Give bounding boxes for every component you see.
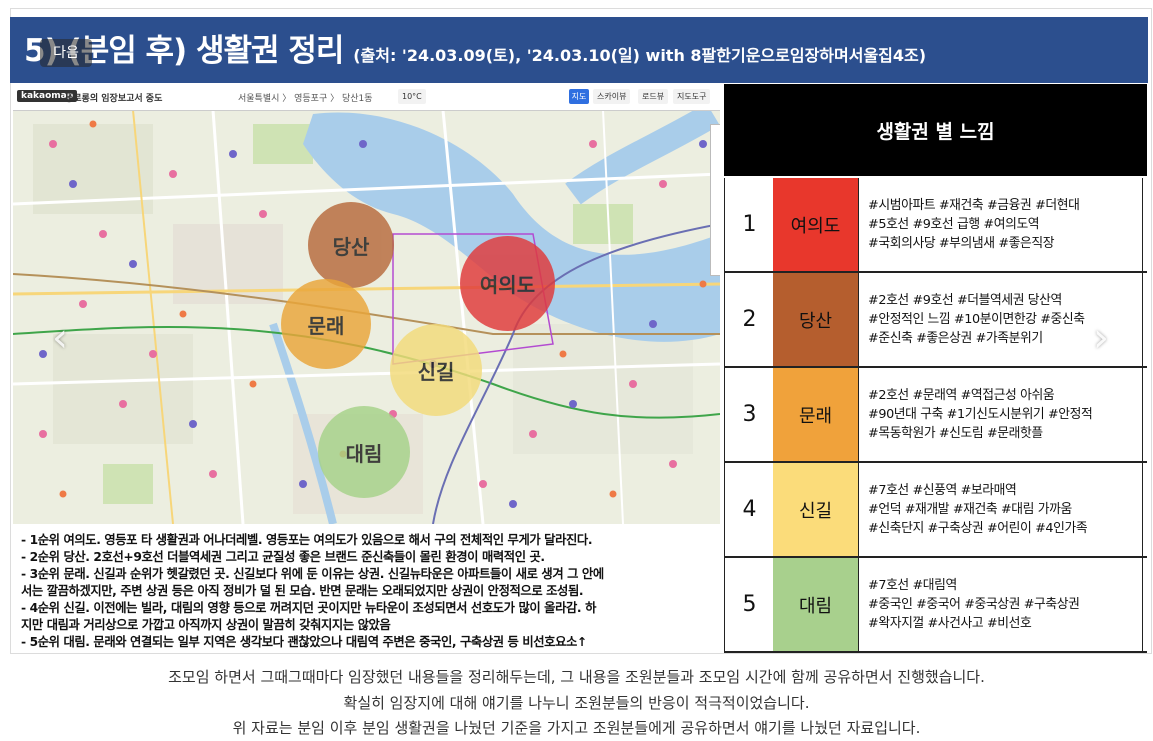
note-line: - 5순위 대림. 문래와 연결되는 일부 지역은 생각보다 괜찮았으나 대림역… [21, 635, 587, 649]
slide-title: 5) (분임 후) 생활권 정리 (출처: '24.03.09(토), '24.… [24, 25, 926, 70]
table-header: 생활권 별 느낌 [724, 84, 1147, 176]
table-row: 1 여의도 #시범아파트 #재건축 #금융권 #더현대 #5호선 #9호선 급행… [724, 178, 1147, 273]
table-row: 3 문래 #2호선 #문래역 #역접근성 아쉬움 #90년대 구축 #1기신도시… [724, 368, 1147, 463]
tag-line: #중국인 #중국어 #중국상권 #구축상권 [868, 597, 1080, 612]
district-tags: #7호선 #대림역 #중국인 #중국어 #중국상권 #구축상권 #왁자지껄 #사… [858, 558, 1143, 651]
zone-yeouido: 여의도 [460, 236, 555, 331]
zone-daerim: 대림 [318, 406, 410, 498]
tag-line: #안정적인 느낌 #10분이면한강 #중신축 [868, 312, 1085, 327]
title-source: (출처: '24.03.09(토), '24.03.10(일) with 8팔한… [353, 46, 927, 65]
tag-line: #목동학원가 #신도림 #문래핫플 [868, 426, 1043, 441]
map-toolbar: kakaomap 동로롱의 임장보고서 중도 서울특별시 〉 영등포구 〉 당산… [13, 84, 720, 111]
rank-number: 4 [724, 463, 774, 556]
tag-line: #언덕 #재개발 #재건축 #대림 가까움 [868, 502, 1072, 517]
tag-line: #시범아파트 #재건축 #금융권 #더현대 [868, 198, 1080, 213]
note-line: - 2순위 당산. 2호선+9호선 더블역세권 그리고 균질성 좋은 브랜드 준… [21, 550, 545, 564]
district-feeling-table: 생활권 별 느낌 1 여의도 #시범아파트 #재건축 #금융권 #더현대 #5호… [724, 84, 1147, 653]
map-breadcrumb: 서울특별시 〉 영등포구 〉 당산1동 [238, 94, 373, 104]
district-tags: #7호선 #신풍역 #보라매역 #언덕 #재개발 #재건축 #대림 가까움 #신… [858, 463, 1143, 556]
zone-yeouido-label: 여의도 [479, 273, 536, 297]
tag-line: #7호선 #대림역 [868, 578, 957, 593]
note-line: 서는 깔끔하겠지만, 주변 상권 등은 아직 정비가 덜 된 모습. 반면 문래… [21, 584, 584, 598]
rank-number: 5 [724, 558, 774, 651]
district-name: 여의도 [773, 178, 858, 271]
map-zoom-control[interactable] [710, 124, 720, 276]
tag-line: #5호선 #9호선 급행 #여의도역 [868, 217, 1040, 232]
prev-slide-arrow-icon[interactable]: ‹ [52, 315, 68, 361]
district-name: 문래 [773, 368, 858, 461]
zone-dangsan-label: 당산 [332, 234, 370, 259]
zone-dangsan: 당산 [308, 202, 394, 288]
zone-mullae-label: 문래 [307, 313, 345, 338]
roadview-button[interactable]: 로드뷰 [638, 89, 669, 104]
district-name: 신길 [773, 463, 858, 556]
district-name: 당산 [773, 273, 858, 366]
next-slide-arrow-icon[interactable]: › [1093, 315, 1109, 361]
map-tools-button[interactable]: 지도도구 [673, 89, 711, 104]
note-line: - 1순위 여의도. 영등포 타 생활권과 어나더레벨. 영등포는 여의도가 있… [21, 533, 593, 547]
map-screenshot: kakaomap 동로롱의 임장보고서 중도 서울특별시 〉 영등포구 〉 당산… [13, 84, 720, 524]
ranking-notes: - 1순위 여의도. 영등포 타 생활권과 어나더레벨. 영등포는 여의도가 있… [13, 526, 720, 650]
note-line: - 4순위 신길. 이전에는 빌라, 대림의 영향 등으로 꺼려지던 곳이지만 … [21, 601, 596, 615]
rank-number: 3 [724, 368, 774, 461]
tag-line: #2호선 #9호선 #더블역세권 당산역 [868, 293, 1062, 308]
zone-mullae: 문래 [281, 279, 371, 369]
zone-singil: 신길 [390, 324, 482, 416]
skyview-button[interactable]: 스카이뷰 [593, 89, 631, 104]
tag-line: #2호선 #문래역 #역접근성 아쉬움 [868, 388, 1055, 403]
tag-line: #7호선 #신풍역 #보라매역 [868, 483, 1017, 498]
tag-line: #준신축 #좋은상권 #가족분위기 [868, 331, 1043, 346]
district-tags: #2호선 #문래역 #역접근성 아쉬움 #90년대 구축 #1기신도시분위기 #… [858, 368, 1143, 461]
map-title: 동로롱의 임장보고서 중도 [65, 94, 163, 104]
note-line: - 3순위 문래. 신길과 순위가 헷갈렸던 곳. 신길보다 위에 둔 이유는 … [21, 567, 604, 581]
tag-line: #90년대 구축 #1기신도시분위기 #안정적 [868, 407, 1093, 422]
kakaomap-logo: kakaomap [17, 90, 78, 102]
map-view-button[interactable]: 지도 [569, 89, 589, 104]
table-row: 5 대림 #7호선 #대림역 #중국인 #중국어 #중국상권 #구축상권 #왁자… [724, 558, 1147, 653]
table-row: 4 신길 #7호선 #신풍역 #보라매역 #언덕 #재개발 #재건축 #대림 가… [724, 463, 1147, 558]
rank-number: 2 [724, 273, 774, 366]
map-weather: 10°C [398, 89, 426, 104]
note-line: 지만 대림과 거리상으로 가깝고 아직까지 상권이 말끔히 갖춰지지는 않았음 [21, 618, 391, 632]
tag-line: #신축단지 #구축상권 #어린이 #4인가족 [868, 521, 1088, 536]
slide-title-bar: 5) (분임 후) 생활권 정리 (출처: '24.03.09(토), '24.… [10, 17, 1148, 83]
district-tags: #2호선 #9호선 #더블역세권 당산역 #안정적인 느낌 #10분이면한강 #… [858, 273, 1143, 366]
tag-line: #국회의사당 #부의냄새 #좋은직장 [868, 236, 1055, 251]
rank-number: 1 [724, 178, 774, 271]
caption-line: 조모임 하면서 그때그때마다 임장했던 내용들을 정리해두는데, 그 내용을 조… [168, 668, 985, 686]
district-tags: #시범아파트 #재건축 #금융권 #더현대 #5호선 #9호선 급행 #여의도역… [858, 178, 1143, 271]
zone-daerim-label: 대림 [345, 441, 383, 466]
tag-line: #왁자지껄 #사건사고 #비선호 [868, 616, 1032, 631]
caption-line: 위 자료는 분임 이후 분임 생활권을 나눴던 기준을 가지고 조원분들에게 공… [232, 719, 921, 737]
overlay-badge[interactable]: 다음 [40, 39, 92, 67]
district-name: 대림 [773, 558, 858, 651]
caption-line: 확실히 임장지에 대해 얘기를 나누니 조원분들의 반응이 적극적이었습니다. [343, 694, 810, 712]
zone-singil-label: 신길 [417, 359, 455, 384]
table-row: 2 당산 #2호선 #9호선 #더블역세권 당산역 #안정적인 느낌 #10분이… [724, 273, 1147, 368]
